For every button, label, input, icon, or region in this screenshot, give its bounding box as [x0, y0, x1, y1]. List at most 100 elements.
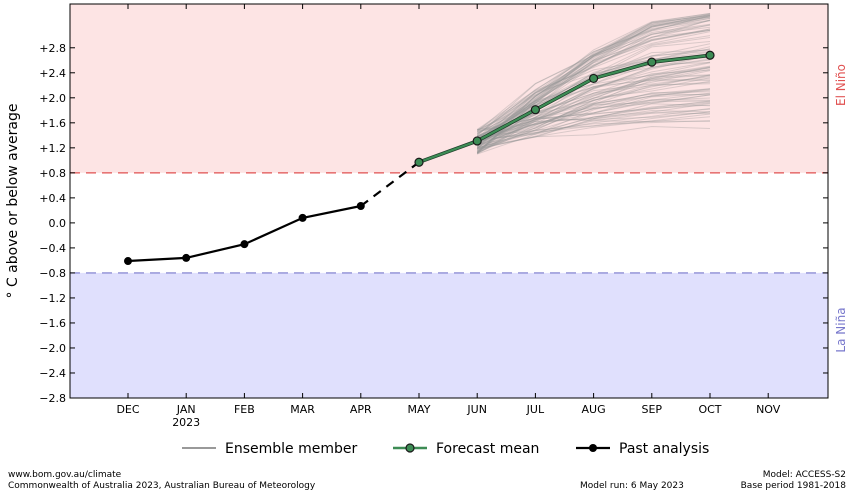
ensemble-member-line [477, 99, 711, 141]
ensemble-member-line [477, 94, 711, 141]
y-tick-label: +0.8 [39, 167, 66, 180]
ensemble-member-line [476, 16, 711, 138]
plot-frame [69, 3, 829, 399]
ensemble-member-line [477, 77, 711, 142]
ensemble-member-line [477, 83, 711, 148]
ensemble-member-line [477, 80, 711, 141]
ensemble-member-line [476, 18, 711, 147]
legend-forecast-marker [405, 443, 415, 453]
y-tick-label: +2.0 [39, 92, 66, 105]
legend-past-marker [589, 444, 597, 452]
footer-model-run: Model run: 6 May 2023 [580, 481, 684, 491]
ensemble-member-line [477, 89, 711, 138]
ensemble-member-line [477, 107, 711, 149]
ensemble-member-line [477, 81, 711, 152]
ensemble-member-line [476, 17, 711, 130]
ensemble-member-line [477, 100, 711, 139]
past-analysis-line [127, 204, 362, 263]
x-tick-label: AUG [582, 403, 606, 416]
forecast-mean-point [705, 50, 715, 60]
footer-model-info: Model: ACCESS-S2 Base period 1981-2018 [741, 470, 846, 492]
past-analysis-point [124, 257, 132, 266]
y-tick-label: +2.4 [39, 67, 66, 80]
ensemble-member-line [477, 93, 711, 141]
ensemble-member-line [477, 88, 711, 155]
x-year-label: 2023 [172, 416, 200, 429]
ensemble-member-line [476, 16, 711, 145]
el-nino-label: El Niño [834, 64, 848, 106]
ensemble-member-line [477, 102, 711, 146]
past-analysis-point [182, 253, 191, 262]
forecast-mean-line [418, 54, 711, 164]
x-tick-label: FEB [234, 403, 255, 416]
transition-dashed-line [360, 161, 420, 207]
ensemble-member-line [476, 67, 711, 144]
ensemble-member-line [476, 43, 711, 154]
ensemble-member-line [476, 88, 711, 154]
y-tick-label: −1.2 [39, 292, 66, 305]
y-tick-label: −2.0 [39, 342, 66, 355]
ensemble-member-line [477, 93, 711, 142]
ensemble-member-line [477, 113, 711, 141]
ensemble-member-line [477, 102, 711, 130]
x-tick-label: JUL [526, 403, 545, 416]
ensemble-member-line [477, 116, 711, 140]
ensemble-member-line [477, 108, 711, 132]
ensemble-member-line [476, 19, 711, 144]
x-tick-label: MAR [290, 403, 315, 416]
x-tick-label: OCT [698, 403, 721, 416]
ensemble-member-line [476, 66, 711, 154]
x-tick-label: NOV [756, 403, 781, 416]
y-tick-label: +0.4 [39, 192, 66, 205]
forecast-mean-point [647, 57, 657, 67]
x-tick-label: SEP [642, 403, 663, 416]
y-tick-label: −2.4 [39, 367, 66, 380]
ensemble-member-line [476, 69, 711, 149]
series-layer [124, 50, 715, 266]
ensemble-member-line [477, 68, 711, 142]
ensemble-member-line [477, 111, 711, 143]
footer-url: www.bom.gov.au/climate [8, 470, 122, 480]
ensemble-member-line [476, 62, 711, 135]
ensemble-member-line [476, 58, 711, 155]
ensemble-member-line [476, 13, 711, 140]
legend-forecast-label: Forecast mean [436, 441, 539, 457]
y-tick-label: +2.8 [39, 42, 66, 55]
enso-forecast-chart: −2.8 −2.4 −2.0 −1.6 −1.2 −0.8 −0.4 0.0 +0.4 +0.8 +… [5, 3, 848, 457]
ensemble-member-line [477, 92, 711, 146]
x-tick-label: MAY [408, 403, 431, 416]
ensemble-member-line [476, 16, 711, 149]
ensemble-member-line [476, 35, 711, 135]
x-tick-label: JUN [466, 403, 487, 416]
ensemble-member-line [477, 75, 711, 143]
ensemble-member-line [476, 51, 711, 138]
past-analysis-point [240, 240, 249, 249]
ensemble-member-line [476, 16, 711, 148]
legend-ensemble-label: Ensemble member [225, 441, 357, 457]
ensemble-member-line [476, 19, 711, 154]
footer-base-period: Base period 1981-2018 [740, 481, 846, 491]
past-analysis-point [298, 213, 307, 222]
ensemble-member-line [477, 103, 711, 141]
la-nina-label: La Niña [834, 307, 848, 352]
forecast-mean-point [414, 157, 424, 167]
forecast-mean-point [530, 105, 541, 115]
x-tick-label: JAN [176, 403, 196, 416]
ensemble-member-line [477, 74, 711, 154]
x-tick-label: APR [350, 403, 372, 416]
ensemble-member-line [476, 24, 711, 144]
ensemble-member-line [477, 94, 711, 140]
ensemble-member-line [477, 104, 711, 142]
x-tick-label: DEC [116, 403, 139, 416]
legend: Ensemble member Forecast mean Past analysi… [182, 441, 709, 457]
y-tick-label: −1.6 [39, 317, 66, 330]
footer-attribution: www.bom.gov.au/climate Commonwealth of A… [8, 470, 315, 492]
footer-model: Model: ACCESS-S2 [762, 470, 846, 480]
y-tick-label: −0.8 [39, 267, 66, 280]
la-nina-zone [70, 272, 828, 398]
y-tick-label: −0.4 [39, 242, 66, 255]
ensemble-member-line [476, 15, 711, 136]
axes: −2.8 −2.4 −2.0 −1.6 −1.2 −0.8 −0.4 0.0 +0.4 +0.8 +… [39, 3, 829, 429]
zone-backgrounds [70, 4, 828, 398]
ensemble-member-line [476, 74, 711, 152]
